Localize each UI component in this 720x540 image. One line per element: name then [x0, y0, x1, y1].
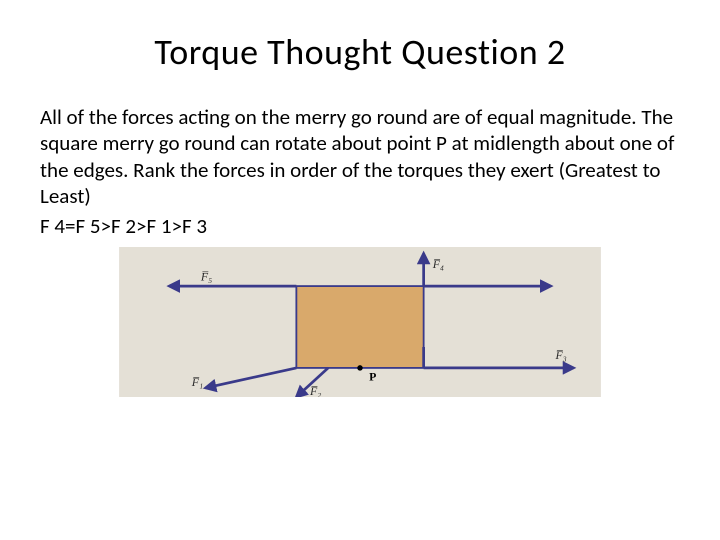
svg-text:F̅₁: F̅₁	[191, 375, 203, 389]
answer-text: F 4=F 5>F 2>F 1>F 3	[40, 213, 680, 239]
slide-title: Torque Thought Question 2	[40, 30, 680, 74]
svg-text:P: P	[369, 370, 376, 384]
diagram: F̅₅ F̅₄ F̅₃ F̅₁ F̅₂ P	[95, 247, 625, 397]
slide: Torque Thought Question 2 All of the for…	[0, 0, 720, 540]
svg-text:F̅₃: F̅₃	[554, 348, 566, 362]
svg-text:F̅₄: F̅₄	[432, 257, 444, 271]
svg-text:F̅₅: F̅₅	[200, 270, 212, 284]
force-diagram: F̅₅ F̅₄ F̅₃ F̅₁ F̅₂ P	[95, 247, 625, 397]
svg-text:F̅₂: F̅₂	[309, 384, 321, 397]
question-text: All of the forces acting on the merry go…	[40, 104, 680, 209]
